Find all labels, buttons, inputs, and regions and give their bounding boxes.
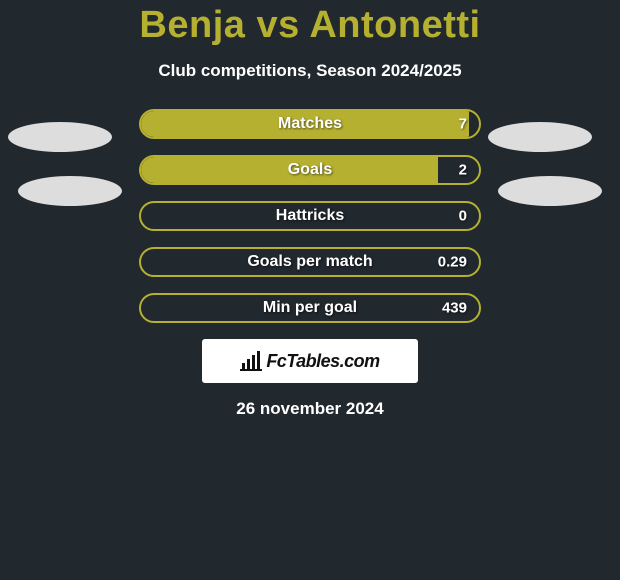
shadow-ellipse xyxy=(498,176,602,206)
stat-row: Hattricks 0 xyxy=(139,201,481,231)
stat-label: Hattricks xyxy=(276,207,344,225)
bar-chart-icon xyxy=(240,351,262,371)
stat-value: 0 xyxy=(459,208,467,225)
stat-row: Matches 7 xyxy=(139,109,481,139)
shadow-ellipse xyxy=(488,122,592,152)
stat-value: 7 xyxy=(459,116,467,133)
logo-text: FcTables.com xyxy=(266,351,379,372)
infographic-container: Benja vs Antonetti Club competitions, Se… xyxy=(0,0,620,580)
stat-value: 2 xyxy=(459,162,467,179)
stat-label: Matches xyxy=(278,115,342,133)
stat-label: Min per goal xyxy=(263,299,357,317)
stat-row: Goals 2 xyxy=(139,155,481,185)
stat-label: Goals per match xyxy=(247,253,372,271)
shadow-ellipse xyxy=(8,122,112,152)
subtitle: Club competitions, Season 2024/2025 xyxy=(0,61,620,81)
page-title: Benja vs Antonetti xyxy=(0,0,620,47)
shadow-ellipse xyxy=(18,176,122,206)
date-text: 26 november 2024 xyxy=(0,399,620,419)
stat-label: Goals xyxy=(288,161,332,179)
stats-area: Matches 7 Goals 2 Hattricks 0 Goals per … xyxy=(0,109,620,323)
stat-row: Min per goal 439 xyxy=(139,293,481,323)
logo-box: FcTables.com xyxy=(202,339,418,383)
stat-value: 439 xyxy=(442,300,467,317)
stat-value: 0.29 xyxy=(438,254,467,271)
stat-row: Goals per match 0.29 xyxy=(139,247,481,277)
stat-rows: Matches 7 Goals 2 Hattricks 0 Goals per … xyxy=(139,109,481,323)
